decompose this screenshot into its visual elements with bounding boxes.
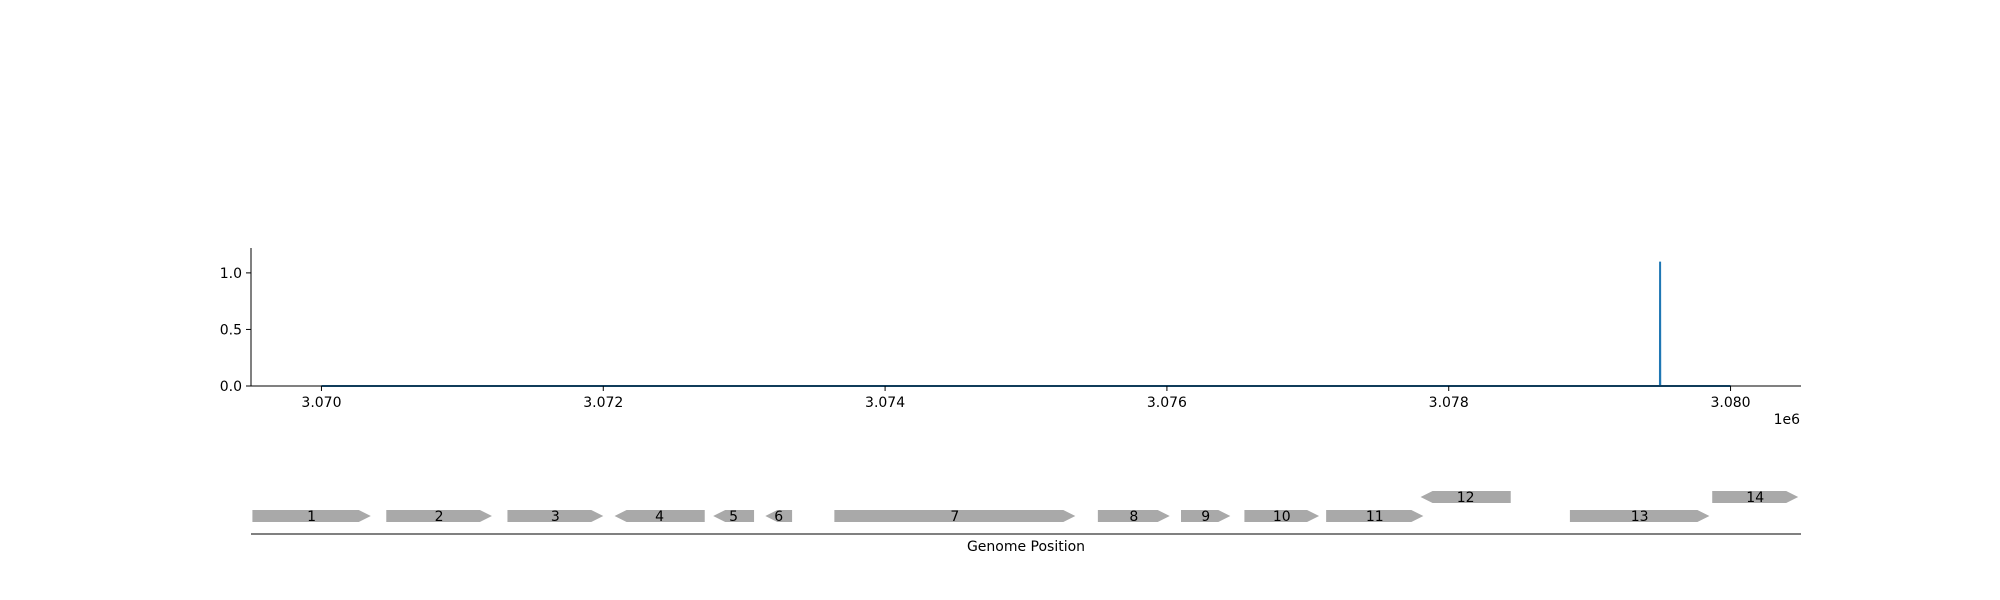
- gene-label: 8: [1129, 509, 1138, 525]
- x-tick-label: 3.080: [1710, 395, 1750, 411]
- gene-arrow: [765, 510, 793, 522]
- x-tick-label: 3.074: [865, 395, 905, 411]
- gene-label: 1: [307, 509, 316, 525]
- gene-label: 13: [1631, 509, 1649, 525]
- gene-label: 14: [1746, 490, 1764, 506]
- x-tick-label: 3.078: [1429, 395, 1469, 411]
- y-tick-label: 0.0: [220, 379, 242, 395]
- gene-arrow: [1181, 510, 1231, 522]
- x-tick-label: 3.072: [583, 395, 623, 411]
- y-ticks: 0.0 0.5 1.0: [220, 266, 251, 395]
- gene-arrow: [834, 510, 1076, 522]
- gene-label: 2: [435, 509, 444, 525]
- gene-arrow: [1326, 510, 1424, 522]
- gene-arrow: [386, 510, 492, 522]
- gene-label: 11: [1366, 509, 1384, 525]
- x-tick-label: 3.070: [301, 395, 341, 411]
- gene-label: 12: [1457, 490, 1475, 506]
- x-offset-label: 1e6: [1774, 412, 1801, 428]
- gene-label: 10: [1273, 509, 1291, 525]
- gene-label: 6: [774, 509, 783, 525]
- gene-label: 5: [729, 509, 738, 525]
- gene-axis-label: Genome Position: [967, 539, 1085, 555]
- gene-label: 9: [1201, 509, 1210, 525]
- gene-label: 7: [950, 509, 959, 525]
- y-tick-label: 1.0: [220, 266, 242, 282]
- gene-label: 3: [551, 509, 560, 525]
- gene-arrow: [507, 510, 604, 522]
- gene-arrow: [1097, 510, 1170, 522]
- y-tick-label: 0.5: [220, 322, 242, 338]
- x-ticks: 3.070 3.072 3.074 3.076 3.078 3.080: [301, 386, 1751, 411]
- coverage-series: [321, 261, 1731, 387]
- coverage-plot: 3.070 3.072 3.074 3.076 3.078 3.080 0.0 0.5 1.0…: [220, 248, 1801, 428]
- coverage-line: [321, 261, 1731, 387]
- gene-arrow: [713, 510, 755, 522]
- gene-arrow: [1420, 491, 1511, 503]
- gene-arrow: [1569, 510, 1710, 522]
- gene-arrow: [1712, 491, 1799, 503]
- gene-arrow: [614, 510, 705, 522]
- gene-label: 4: [655, 509, 664, 525]
- gene-arrow: [1244, 510, 1320, 522]
- x-tick-label: 3.076: [1147, 395, 1187, 411]
- gene-arrow: [252, 510, 371, 522]
